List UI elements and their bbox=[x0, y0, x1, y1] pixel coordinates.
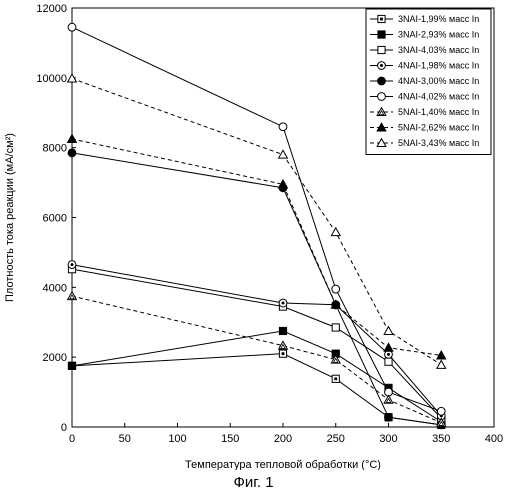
series-8 bbox=[68, 135, 446, 359]
x-tick-label: 250 bbox=[327, 433, 345, 445]
data-point bbox=[384, 343, 393, 351]
data-point bbox=[332, 375, 339, 382]
data-point bbox=[437, 407, 445, 415]
data-point bbox=[332, 324, 339, 331]
legend-label: 3NAI-4,03% масс In bbox=[398, 45, 479, 55]
data-point bbox=[384, 395, 393, 403]
legend-marker bbox=[378, 31, 385, 38]
data-point bbox=[437, 360, 446, 368]
x-tick-label: 50 bbox=[119, 433, 131, 445]
series-line bbox=[72, 139, 441, 355]
data-point bbox=[68, 149, 76, 157]
legend-marker bbox=[378, 15, 385, 22]
legend-label: 5NAI-1,40% масс In bbox=[398, 107, 479, 117]
y-tick-label: 10000 bbox=[36, 73, 67, 85]
data-point bbox=[68, 261, 76, 269]
data-point bbox=[384, 327, 393, 335]
legend-marker bbox=[378, 62, 386, 70]
data-point bbox=[68, 292, 77, 300]
legend-marker bbox=[378, 93, 386, 101]
legend-label: 4NAI-3,00% масс In bbox=[398, 76, 479, 86]
y-tick-label: 6000 bbox=[43, 213, 67, 225]
series-2 bbox=[68, 327, 444, 425]
data-point bbox=[331, 228, 340, 236]
legend-label: 4NAI-4,02% масс In bbox=[398, 92, 479, 102]
x-tick-label: 0 bbox=[69, 433, 75, 445]
x-tick-label: 350 bbox=[432, 433, 450, 445]
series-line bbox=[72, 269, 441, 418]
data-point bbox=[332, 285, 340, 293]
data-point bbox=[279, 327, 286, 334]
legend-label: 3NAI-1,99% масс In bbox=[398, 14, 479, 24]
y-tick-label: 4000 bbox=[43, 282, 67, 294]
data-point bbox=[385, 413, 393, 421]
data-point bbox=[385, 358, 392, 365]
data-point bbox=[279, 123, 287, 131]
y-tick-label: 2000 bbox=[43, 352, 67, 364]
data-point bbox=[68, 135, 77, 143]
data-point bbox=[279, 350, 286, 357]
y-axis-title: Плотность тока реакции (мА/см²) bbox=[4, 133, 16, 302]
data-point bbox=[279, 299, 287, 307]
x-axis-title: Температура тепловой обработки (°C) bbox=[185, 459, 381, 470]
y-tick-label: 8000 bbox=[43, 143, 67, 155]
x-tick-label: 200 bbox=[274, 433, 292, 445]
legend-label: 5NAI-2,62% масс In bbox=[398, 123, 479, 133]
x-tick-label: 400 bbox=[485, 433, 503, 445]
x-tick-label: 300 bbox=[379, 433, 397, 445]
data-point bbox=[68, 362, 75, 369]
figure-caption: Фиг. 1 bbox=[0, 474, 507, 491]
legend-marker bbox=[378, 46, 385, 53]
legend-marker bbox=[378, 77, 386, 85]
legend-label: 5NAI-3,43% масс In bbox=[398, 138, 479, 148]
data-point bbox=[279, 150, 288, 158]
x-tick-label: 100 bbox=[168, 433, 186, 445]
legend-label: 3NAI-2,93% масс In bbox=[398, 30, 479, 40]
data-point bbox=[68, 23, 76, 31]
series-line bbox=[72, 331, 441, 422]
y-tick-label: 12000 bbox=[36, 3, 67, 15]
chart: 0501001502002503003504000200040006000800… bbox=[0, 0, 507, 470]
x-tick-label: 150 bbox=[221, 433, 239, 445]
y-tick-label: 0 bbox=[61, 422, 67, 434]
legend-label: 4NAI-1,98% масс In bbox=[398, 61, 479, 71]
